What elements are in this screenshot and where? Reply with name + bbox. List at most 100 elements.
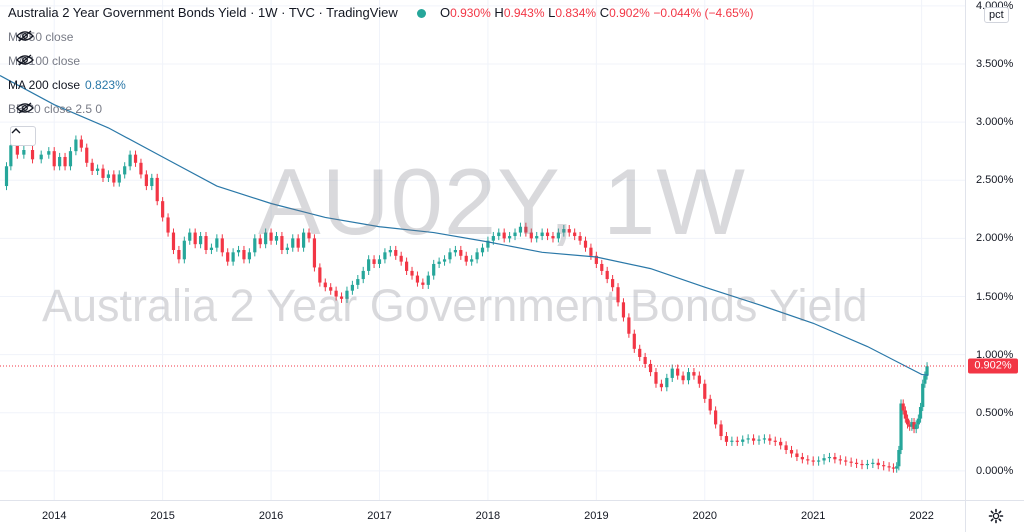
candle-body	[822, 458, 826, 461]
candle-body	[502, 232, 506, 239]
candle-body	[800, 456, 804, 460]
candle-body	[323, 282, 327, 288]
candle-body	[280, 236, 284, 250]
price-chart[interactable]	[0, 0, 965, 500]
collapse-legend-button[interactable]	[10, 126, 36, 146]
candle-body	[247, 252, 251, 260]
candle-body	[442, 259, 447, 262]
candle-body	[665, 377, 669, 388]
candle-body	[453, 250, 457, 253]
candle-body	[491, 236, 495, 241]
candle-body	[128, 154, 132, 167]
candle-body	[291, 238, 295, 248]
candle-body	[226, 252, 230, 262]
candle-body	[686, 372, 691, 381]
time-tick-label: 2015	[150, 510, 175, 522]
candle-body	[204, 236, 208, 250]
last-price-label: 0.902%	[968, 358, 1018, 374]
candle-body	[74, 139, 78, 152]
candle-body	[670, 368, 674, 378]
close-value: 0.902%	[609, 6, 650, 20]
candle-body	[616, 287, 620, 303]
candle-body	[757, 439, 761, 441]
candle-body	[545, 232, 550, 237]
candle-body	[556, 232, 560, 239]
candle-body	[638, 348, 642, 357]
candle-body	[22, 150, 26, 155]
candle-body	[15, 145, 19, 155]
candle-body	[751, 438, 756, 441]
candle-body	[475, 252, 479, 260]
gear-icon[interactable]	[988, 508, 1004, 524]
candle-body	[735, 440, 739, 442]
candle-body	[367, 259, 371, 271]
candle-body	[464, 255, 468, 262]
open-value: 0.930%	[450, 6, 491, 20]
candle-body	[133, 154, 138, 163]
candle-body	[377, 259, 382, 264]
candle-body	[258, 238, 262, 245]
candle-body	[480, 247, 485, 253]
candle-body	[681, 375, 685, 381]
candle-body	[648, 363, 653, 373]
eye-hidden-icon[interactable]	[16, 54, 34, 66]
candle-body	[312, 238, 317, 268]
candle-body	[918, 406, 923, 419]
candle-body	[79, 139, 83, 148]
candle-body	[784, 445, 788, 450]
candle-body	[860, 463, 864, 466]
candle-body	[513, 232, 517, 237]
market-status-dot[interactable]	[417, 9, 427, 19]
unit-button[interactable]: pct	[984, 7, 1009, 23]
candle-body	[264, 232, 268, 245]
candle-body	[399, 255, 403, 262]
legend-title[interactable]: Australia 2 Year Government Bonds Yield …	[8, 5, 398, 20]
chevron-up-icon	[11, 128, 21, 134]
candle-body	[39, 154, 43, 160]
candle-body	[426, 275, 430, 285]
eye-hidden-icon[interactable]	[16, 30, 34, 42]
candle-body	[58, 156, 62, 167]
price-tick-label: 3.000%	[976, 116, 1014, 129]
indicator-ma50[interactable]: MA 50 close	[8, 30, 73, 44]
candle-body	[762, 438, 767, 440]
candle-body	[903, 410, 907, 419]
candle-body	[4, 166, 9, 187]
candle-body	[448, 252, 452, 260]
eye-hidden-icon[interactable]	[16, 102, 34, 114]
candle-body	[910, 422, 914, 427]
ma200-polyline	[0, 75, 929, 376]
candle-body	[714, 410, 718, 425]
candle-body	[901, 403, 905, 411]
candle-body	[193, 232, 197, 245]
chart-plot-area[interactable]: AU02Y, 1W Australia 2 Year Government Bo…	[0, 0, 965, 500]
candle-body	[730, 440, 734, 442]
candle-body	[540, 232, 544, 237]
candle-body	[724, 436, 729, 442]
candle-body	[524, 226, 528, 233]
indicator-ma100[interactable]: MA 100 close	[8, 54, 80, 68]
candle-body	[882, 465, 886, 467]
candle-body	[627, 317, 631, 334]
indicator-label: BB 20 close 2.5 0	[8, 102, 103, 116]
indicator-ma200[interactable]: MA 200 close 0.823%	[8, 78, 126, 92]
low-label: L	[548, 5, 556, 20]
candle-body	[242, 250, 246, 260]
time-tick-label: 2018	[475, 510, 501, 522]
candle-body	[437, 261, 441, 264]
candle-body	[600, 263, 604, 271]
indicator-bb[interactable]: BB 20 close 2.5 0	[8, 102, 102, 116]
candle-body	[155, 177, 159, 202]
candle-body	[383, 252, 387, 260]
candle-body	[719, 424, 723, 437]
candle-body	[895, 466, 899, 469]
candle-body	[274, 236, 279, 241]
candle-body	[345, 290, 349, 299]
price-tick-label: 0.000%	[976, 464, 1014, 477]
candle-body	[497, 232, 501, 237]
candle-body	[236, 250, 241, 253]
time-axis[interactable]: 2014 2015 2016 2017 2018 2019 2020 2021 2022	[0, 500, 965, 532]
candle-body	[887, 466, 891, 468]
candle-body	[106, 174, 111, 178]
price-axis[interactable]: 0.000% 0.500% 1.000% 1.500% 2.000% 2.500% 3.00…	[965, 0, 1024, 500]
